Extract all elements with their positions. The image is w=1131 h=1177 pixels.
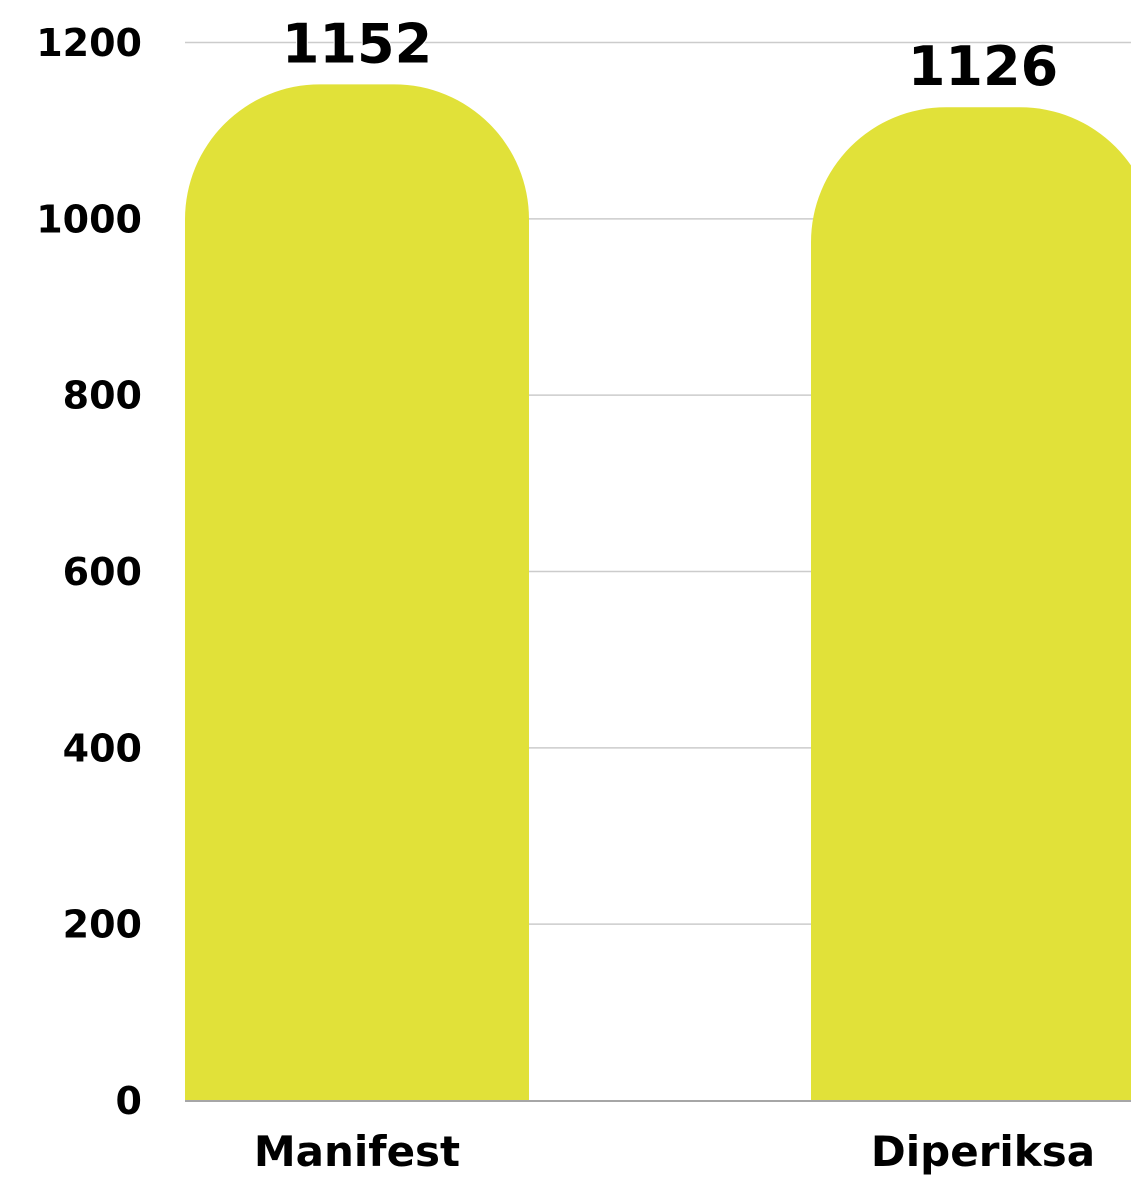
y-tick-label: 600 [63,550,142,594]
data-label: 1126 [908,35,1058,98]
data-labels: 1152 1126 [281,11,1059,99]
y-axis-tick-labels: 0 200 400 600 800 1000 1200 [35,20,143,1124]
y-tick-label: 1000 [36,197,142,241]
y-tick-label: 800 [63,374,142,418]
data-label: 1152 [282,12,432,75]
y-tick-label: 400 [63,726,142,770]
bar [185,84,529,1100]
x-category-label: Diperiksa [871,1127,1095,1176]
bars [185,84,1131,1100]
x-axis-category-labels: Manifest Diperiksa [253,1126,1096,1177]
y-tick-label: 200 [63,903,142,947]
y-tick-label: 0 [116,1079,142,1123]
bar [811,107,1131,1100]
y-tick-label: 1200 [36,21,142,65]
x-category-label: Manifest [254,1127,460,1176]
